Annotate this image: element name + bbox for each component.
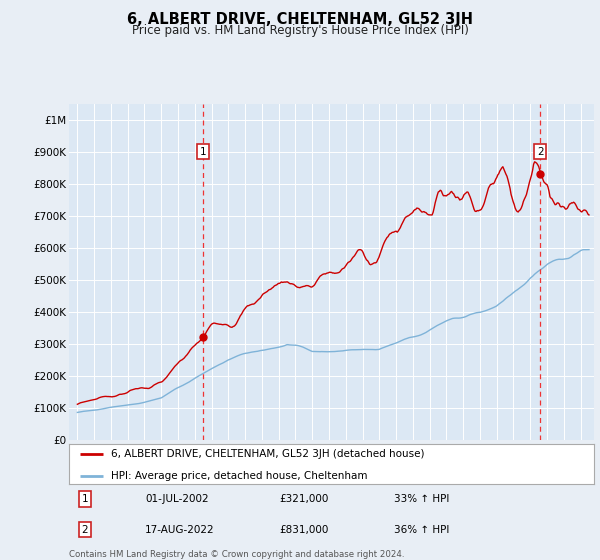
- Text: 1: 1: [82, 494, 88, 504]
- Text: 2: 2: [537, 147, 544, 157]
- Text: 1: 1: [200, 147, 206, 157]
- Text: 33% ↑ HPI: 33% ↑ HPI: [395, 494, 450, 504]
- Text: Price paid vs. HM Land Registry's House Price Index (HPI): Price paid vs. HM Land Registry's House …: [131, 24, 469, 38]
- Text: 6, ALBERT DRIVE, CHELTENHAM, GL52 3JH: 6, ALBERT DRIVE, CHELTENHAM, GL52 3JH: [127, 12, 473, 27]
- Text: Contains HM Land Registry data © Crown copyright and database right 2024.
This d: Contains HM Land Registry data © Crown c…: [69, 550, 404, 560]
- Text: HPI: Average price, detached house, Cheltenham: HPI: Average price, detached house, Chel…: [111, 470, 367, 480]
- Text: 6, ALBERT DRIVE, CHELTENHAM, GL52 3JH (detached house): 6, ALBERT DRIVE, CHELTENHAM, GL52 3JH (d…: [111, 449, 425, 459]
- Text: £831,000: £831,000: [279, 525, 328, 535]
- Text: 36% ↑ HPI: 36% ↑ HPI: [395, 525, 450, 535]
- Text: 2: 2: [82, 525, 88, 535]
- Text: £321,000: £321,000: [279, 494, 328, 504]
- Text: 01-JUL-2002: 01-JUL-2002: [145, 494, 209, 504]
- Text: 17-AUG-2022: 17-AUG-2022: [145, 525, 215, 535]
